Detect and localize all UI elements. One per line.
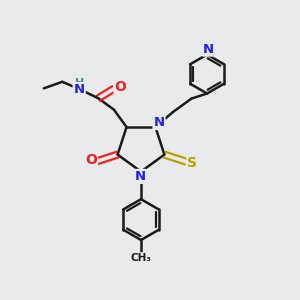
Text: N: N — [154, 116, 165, 129]
Text: H: H — [74, 78, 84, 88]
Text: O: O — [85, 153, 97, 167]
Text: N: N — [135, 170, 146, 183]
Text: S: S — [188, 156, 197, 170]
Text: N: N — [74, 83, 85, 96]
Text: N: N — [203, 43, 214, 56]
Text: CH₃: CH₃ — [130, 253, 152, 263]
Text: O: O — [115, 80, 127, 94]
